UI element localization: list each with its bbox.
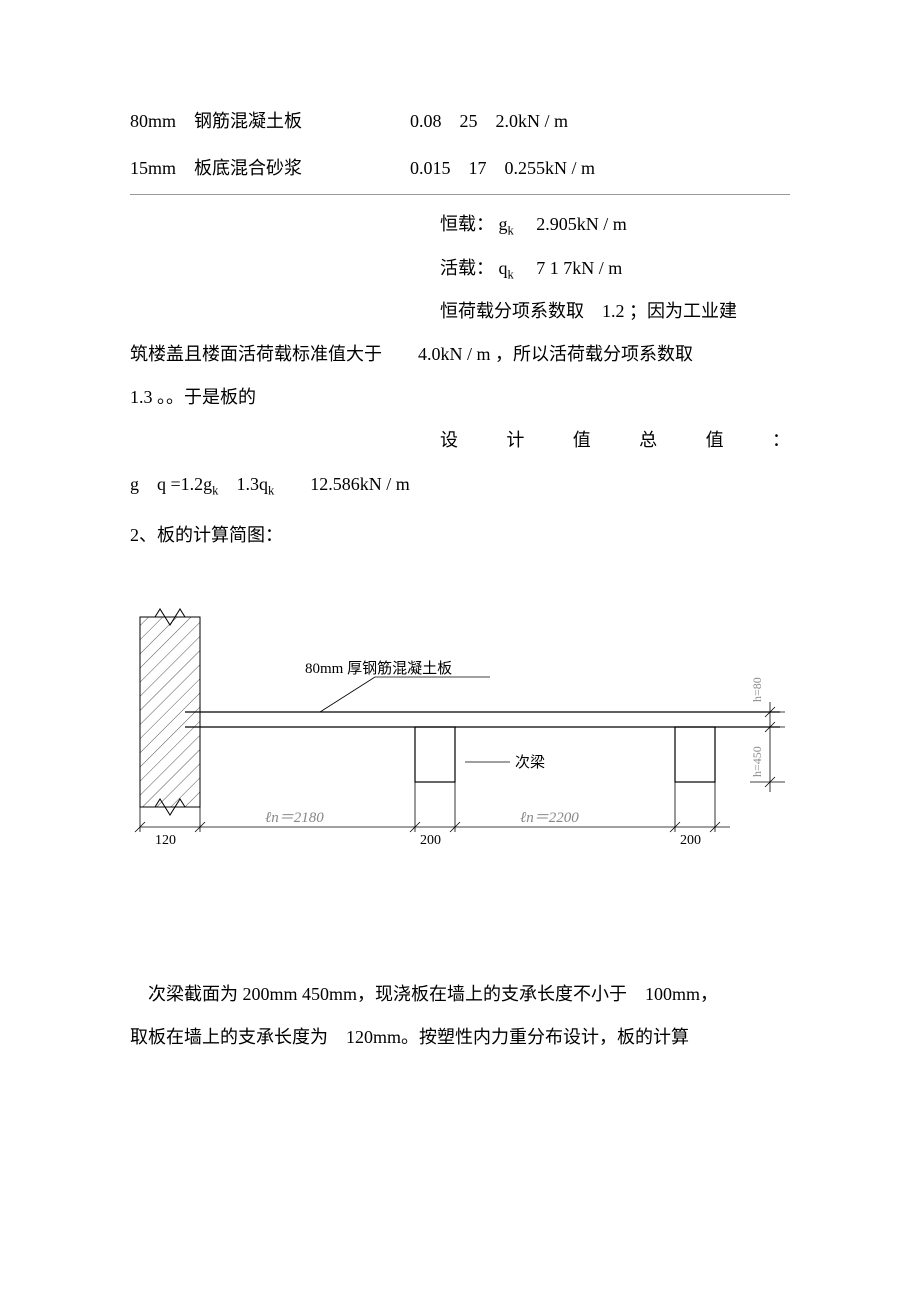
- section-2-heading: 2、板的计算简图：: [130, 514, 790, 557]
- spread-2: 值: [573, 419, 591, 462]
- dead-load-sub: k: [508, 224, 514, 238]
- dim-beam2: 200: [680, 833, 701, 848]
- slab-label: 80mm 厚钢筋混凝土板: [305, 659, 452, 677]
- load-row-2-left: 15mm 板底混合砂浆: [130, 147, 410, 190]
- dim-ticks: [135, 782, 720, 832]
- beam-1: [415, 727, 455, 782]
- load-row-2-right: 0.015 17 0.255kN / m: [410, 147, 790, 190]
- dim-h80: h=80: [750, 677, 764, 702]
- dead-load-line: 恒载： gk 2.905kN / m: [130, 203, 790, 246]
- spread-3: 总: [639, 419, 657, 462]
- design-value-heading: 设 计 值 总 值 ：: [130, 419, 790, 462]
- para1-b: 筑楼盖且楼面活荷载标准值大于 4.0kN / m ，所以活荷载分项系数取: [130, 333, 790, 376]
- live-load-symbol: q: [499, 258, 508, 278]
- slab-diagram-svg: 80mm 厚钢筋混凝土板 次梁 120: [130, 607, 790, 877]
- load-row-1-left: 80mm 钢筋混凝土板: [130, 100, 410, 143]
- dim-h450: h=450: [750, 746, 764, 777]
- dim-span2: ℓn＝2200: [520, 810, 579, 826]
- dim-beam1: 200: [420, 833, 441, 848]
- formula-end: 12.586kN / m: [274, 474, 410, 494]
- live-load-value: 7 1 7kN / m: [518, 258, 622, 278]
- load-row-1: 80mm 钢筋混凝土板 0.08 25 2.0kN / m: [130, 100, 790, 143]
- spread-1: 计: [506, 419, 524, 462]
- formula-line: g q =1.2gk 1.3qk 12.586kN / m: [130, 463, 790, 506]
- beam-2: [675, 727, 715, 782]
- para2-a: 次梁截面为 200mm 450mm，现浇板在墙上的支承长度不小于 100mm，: [130, 973, 790, 1016]
- formula-mid: 1.3q: [218, 474, 268, 494]
- dead-load-symbol: g: [499, 214, 508, 234]
- slab-diagram: 80mm 厚钢筋混凝土板 次梁 120: [130, 607, 790, 893]
- beam-label: 次梁: [515, 754, 545, 771]
- load-row-2: 15mm 板底混合砂浆 0.015 17 0.255kN / m: [130, 147, 790, 190]
- spread-4: 值: [706, 419, 724, 462]
- divider: [130, 194, 790, 195]
- dim-wall: 120: [155, 833, 176, 848]
- load-row-1-right: 0.08 25 2.0kN / m: [410, 100, 790, 143]
- live-load-label: 活载：: [440, 258, 494, 278]
- spread-0: 设: [440, 419, 458, 462]
- formula-pre: g q =1.2g: [130, 474, 212, 494]
- para1-c: 1.3 。。于是板的: [130, 376, 790, 419]
- dead-load-value: 2.905kN / m: [518, 214, 627, 234]
- spread-5: ：: [772, 419, 790, 462]
- slab-leader: [320, 677, 375, 712]
- dim-span1: ℓn＝2180: [265, 810, 324, 826]
- live-load-sub: k: [508, 267, 514, 281]
- dead-load-label: 恒载：: [440, 214, 494, 234]
- para2-b: 取板在墙上的支承长度为 120mm。按塑性内力重分布设计，板的计算: [130, 1016, 790, 1059]
- para1-a: 恒荷载分项系数取 1.2 ；因为工业建: [130, 290, 790, 333]
- live-load-line: 活载： qk 7 1 7kN / m: [130, 247, 790, 290]
